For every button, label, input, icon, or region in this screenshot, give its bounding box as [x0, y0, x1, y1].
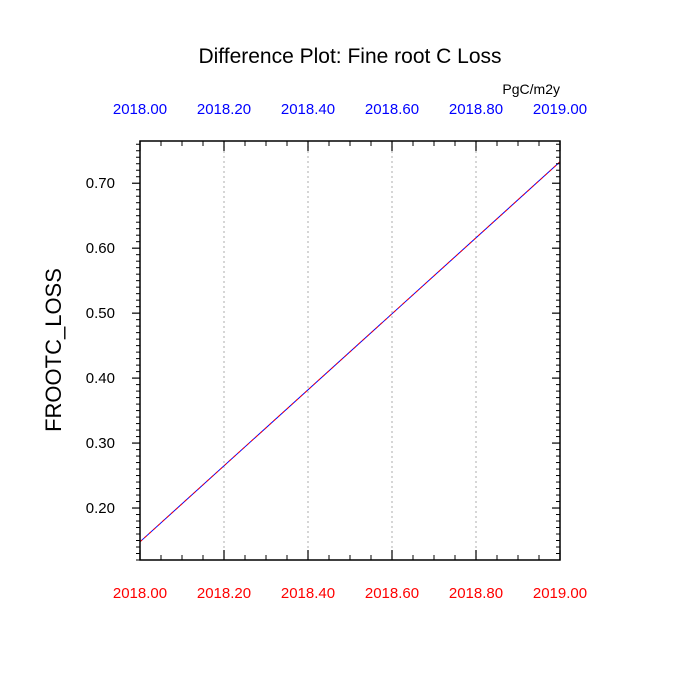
y-tick-label: 0.60: [86, 240, 115, 257]
x-tick-label-top: 2019.00: [533, 101, 587, 118]
x-tick-label-top: 2018.80: [449, 101, 503, 118]
axes: [132, 140, 561, 561]
units-label: PgC/m2y: [502, 81, 560, 97]
y-tick-label: 0.40: [86, 370, 115, 387]
y-tick-label: 0.50: [86, 305, 115, 322]
x-tick-label-bottom: 2018.60: [365, 585, 419, 602]
y-axis-label: FROOTC_LOSS: [41, 268, 66, 432]
x-tick-label-top: 2018.40: [281, 101, 335, 118]
plot-frame: [139, 140, 561, 561]
x-tick-label-top: 2018.00: [113, 101, 167, 118]
tick-labels: 2018.00 2018.00 2018.20 2018.20 2018.40 2018.…: [86, 101, 587, 602]
x-tick-label-bottom: 2018.40: [281, 585, 335, 602]
x-tick-label-bottom: 2018.20: [197, 585, 251, 602]
x-tick-label-top: 2018.20: [197, 101, 251, 118]
y-tick-label: 0.70: [86, 175, 115, 192]
series-line-dashed: [139, 161, 561, 543]
x-tick-label-top: 2018.60: [365, 101, 419, 118]
x-tick-label-bottom: 2018.00: [113, 585, 167, 602]
grid-lines: [223, 141, 477, 560]
x-tick-label-bottom: 2019.00: [533, 585, 587, 602]
series-layer: [139, 161, 561, 543]
x-tick-label-bottom: 2018.80: [449, 585, 503, 602]
chart-title: Difference Plot: Fine root C Loss: [198, 45, 501, 68]
y-tick-label: 0.20: [86, 500, 115, 517]
y-tick-label: 0.30: [86, 435, 115, 452]
